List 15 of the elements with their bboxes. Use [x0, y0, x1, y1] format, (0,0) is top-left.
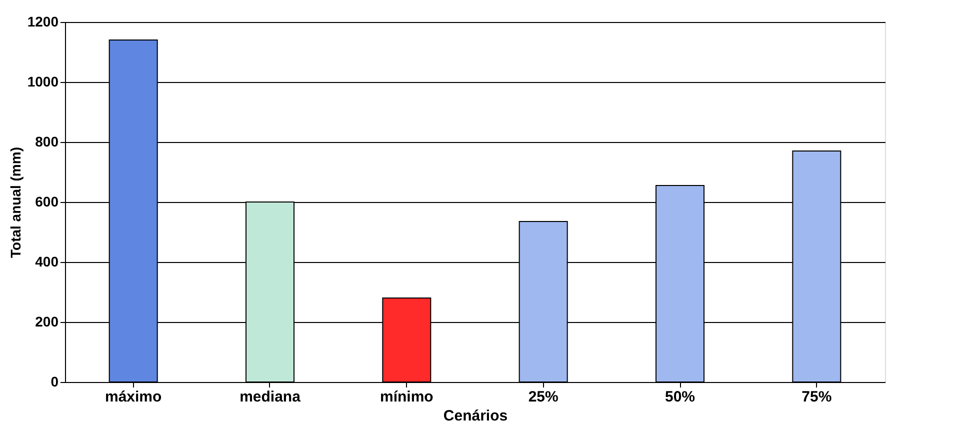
y-tick-label: 0	[50, 374, 59, 390]
x-tick-label: 25%	[528, 388, 558, 406]
x-tick-label: mínimo	[380, 388, 434, 406]
x-tick-label: mediana	[240, 388, 302, 406]
y-axis-title: Total anual (mm)	[7, 147, 24, 258]
x-axis-title: Cenários	[443, 408, 508, 424]
y-tick-label: 400	[35, 254, 59, 270]
x-tick-label: máximo	[104, 388, 162, 406]
y-tick-label: 1200	[27, 14, 59, 30]
y-tick-label: 800	[35, 134, 59, 150]
x-tick-label: 75%	[802, 388, 832, 406]
y-tick-label: 600	[35, 194, 59, 210]
y-tick-label: 1000	[27, 74, 59, 90]
x-tick-label: 50%	[664, 388, 696, 406]
y-tick-label: 200	[35, 314, 59, 330]
